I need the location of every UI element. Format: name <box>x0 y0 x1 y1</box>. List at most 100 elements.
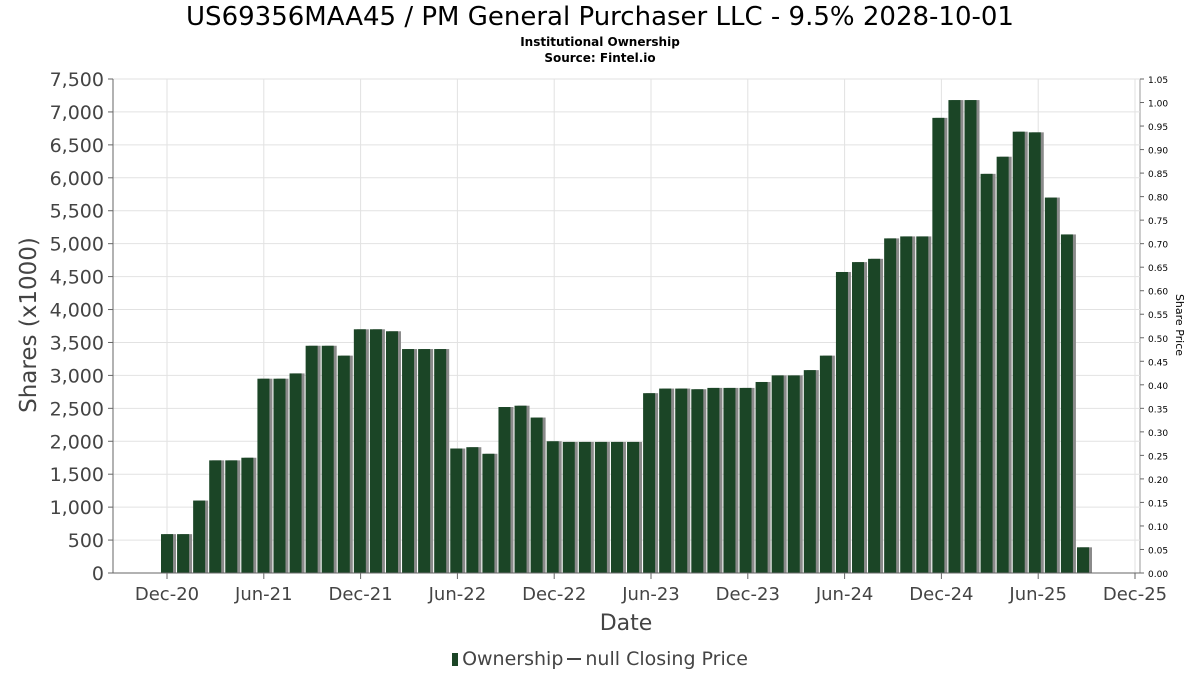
x-tick-label: Dec-22 <box>522 584 586 605</box>
x-axis-label: Date <box>600 611 653 636</box>
bar <box>193 500 206 573</box>
bar <box>900 236 913 573</box>
bar <box>691 389 704 573</box>
bar <box>369 329 382 573</box>
bar <box>610 441 623 573</box>
chart-title: US69356MAA45 / PM General Purchaser LLC … <box>186 2 1014 32</box>
y2-tick-label: 1.05 <box>1148 76 1168 86</box>
y-axis-label: Shares (x1000) <box>16 237 42 413</box>
x-tick-label: Dec-24 <box>909 584 973 605</box>
y2-tick-label: 0.15 <box>1148 499 1168 509</box>
y2-tick-label: 0.05 <box>1148 546 1168 556</box>
chart-subtitle: Institutional Ownership <box>520 35 680 49</box>
bar <box>707 387 720 573</box>
bar <box>514 405 527 573</box>
y-tick-label: 6,000 <box>50 168 104 190</box>
bar <box>530 417 543 573</box>
bars <box>161 100 1092 574</box>
y2-tick-label: 0.45 <box>1148 358 1168 368</box>
bar <box>627 441 640 573</box>
y-tick-label: 2,000 <box>50 431 104 453</box>
bar <box>1076 547 1089 573</box>
y-tick-label: 3,000 <box>50 365 104 387</box>
bar <box>402 349 415 573</box>
bar <box>1044 197 1057 573</box>
bar <box>884 238 897 573</box>
bar <box>932 117 945 574</box>
x-tick-label: Dec-20 <box>135 584 199 605</box>
y-tick-label: 2,500 <box>50 398 104 420</box>
bar <box>1060 234 1073 574</box>
bar <box>321 345 334 573</box>
y2-tick-label: 0.10 <box>1148 523 1168 533</box>
y2-tick-label: 0.20 <box>1148 476 1168 486</box>
y-tick-label: 7,500 <box>50 69 104 91</box>
legend-label-price: null Closing Price <box>585 648 748 670</box>
bar <box>819 355 832 573</box>
bar <box>948 100 961 573</box>
bar <box>755 381 768 573</box>
chart-area: 0 500 1,000 1,500 2,000 2,500 3,000 3,500 4,000 4… <box>16 69 1186 636</box>
bar <box>803 370 816 573</box>
y-tick-label: 500 <box>68 530 104 552</box>
bar <box>353 329 366 573</box>
bar <box>1012 131 1025 573</box>
legend-swatch-ownership <box>452 653 459 666</box>
x-tick-label: Dec-25 <box>1103 584 1167 605</box>
y-tick-label: 5,000 <box>50 234 104 256</box>
bar <box>305 345 318 573</box>
bar <box>835 271 848 573</box>
y-tick-label: 4,000 <box>50 300 104 322</box>
bar <box>225 460 238 573</box>
bar <box>1028 132 1041 574</box>
bar <box>643 393 656 573</box>
x-tick-label: Dec-23 <box>716 584 780 605</box>
y2-tick-label: 0.30 <box>1148 429 1168 439</box>
bar <box>868 258 881 573</box>
y2-tick-label: 0.75 <box>1148 217 1168 227</box>
bar <box>161 534 173 573</box>
y-tick-label: 6,500 <box>50 135 104 157</box>
bar <box>964 100 977 573</box>
y2-tick-label: 0.55 <box>1148 311 1168 321</box>
bar <box>787 375 800 573</box>
x-tick-label: Jun-21 <box>234 584 293 605</box>
bar <box>852 262 865 573</box>
x-tick-label: Jun-24 <box>815 584 874 605</box>
bar <box>675 388 688 573</box>
x-tick-label: Dec-21 <box>328 584 392 605</box>
bar <box>241 457 254 573</box>
bar <box>289 373 302 573</box>
bar <box>739 387 752 573</box>
bar <box>257 378 270 573</box>
x-tick-label: Jun-23 <box>621 584 680 605</box>
bar <box>996 156 1009 574</box>
y-tick-label: 3,500 <box>50 332 104 354</box>
bar <box>177 534 190 573</box>
bar <box>273 378 286 573</box>
y2-tick-label: 0.50 <box>1148 335 1168 345</box>
y-tick-label: 7,000 <box>50 102 104 124</box>
y-tick-label: 4,500 <box>50 267 104 289</box>
bar <box>546 441 559 573</box>
bar <box>450 448 463 573</box>
y2-tick-label: 0.00 <box>1148 570 1168 580</box>
y2-tick-label: 0.85 <box>1148 170 1168 180</box>
y2-tick-label: 0.95 <box>1148 123 1168 133</box>
legend-label-ownership: Ownership <box>462 648 564 670</box>
bar <box>562 441 575 573</box>
bar <box>659 388 672 573</box>
bar <box>466 447 479 573</box>
y2-tick-label: 0.90 <box>1148 147 1168 157</box>
y2-tick-label: 0.40 <box>1148 382 1168 392</box>
axes: 0 500 1,000 1,500 2,000 2,500 3,000 3,500 4,000 4… <box>50 69 1169 605</box>
bar <box>771 375 784 573</box>
y-tick-label: 5,500 <box>50 201 104 223</box>
y-tick-label: 0 <box>92 563 104 585</box>
bar <box>723 387 736 573</box>
y2-axis-label: Share Price <box>1173 294 1186 356</box>
bar <box>980 173 993 573</box>
chart-source: Source: Fintel.io <box>544 51 656 65</box>
bar <box>498 407 511 573</box>
legend: Ownership null Closing Price <box>0 648 1200 670</box>
